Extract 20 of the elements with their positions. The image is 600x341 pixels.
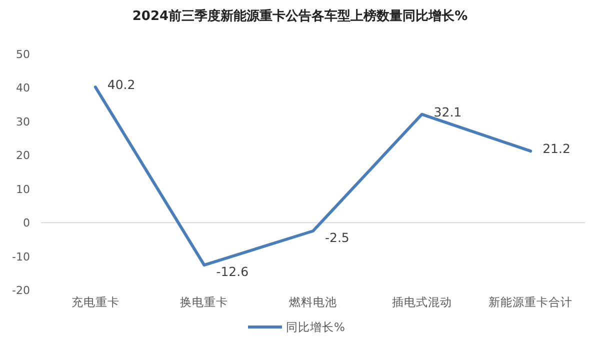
x-tick-label: 充电重卡	[71, 295, 120, 309]
legend-label: 同比增长%	[286, 320, 345, 334]
data-label: -12.6	[216, 264, 249, 280]
y-tick-label: 30	[16, 115, 30, 128]
x-tick-label: 插电式混动	[392, 295, 452, 309]
y-tick-label: 0	[23, 216, 30, 230]
y-tick-label: 50	[16, 48, 30, 61]
y-tick-label: 20	[16, 149, 30, 162]
data-label: -2.5	[325, 230, 350, 245]
x-tick-label: 燃料电池	[289, 295, 337, 309]
y-tick-label: -20	[12, 284, 30, 297]
x-tick-label: 新能源重卡合计	[488, 295, 573, 309]
data-label: 40.2	[107, 77, 136, 92]
y-tick-label: 40	[16, 82, 30, 95]
chart-title: 2024前三季度新能源重卡公告各车型上榜数量同比增长%	[132, 8, 468, 24]
x-tick-label: 换电重卡	[180, 295, 228, 309]
data-label: 32.1	[434, 104, 462, 120]
y-tick-label: -10	[12, 250, 30, 264]
data-label: 21.2	[542, 141, 570, 156]
y-tick-label: 10	[16, 182, 30, 196]
